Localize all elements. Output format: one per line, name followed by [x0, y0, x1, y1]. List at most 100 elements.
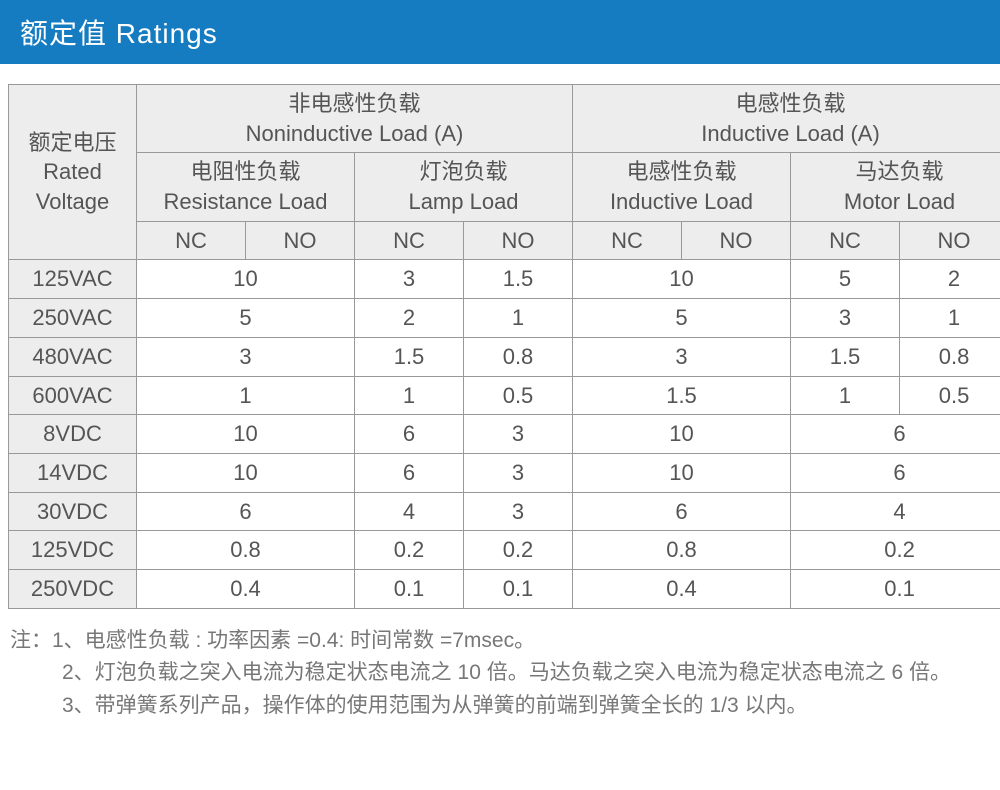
table-cell: 0.5 [900, 376, 1000, 415]
table-cell: 3 [137, 337, 355, 376]
table-cell: 1 [355, 376, 464, 415]
header-noninductive: 非电感性负载 Noninductive Load (A) [137, 85, 573, 153]
header-inductive2: 电感性负载 Inductive Load [573, 153, 791, 221]
header-no: NO [682, 221, 791, 260]
ratings-table: 额定电压 Rated Voltage 非电感性负载 Noninductive L… [8, 84, 1000, 609]
header-nc: NC [791, 221, 900, 260]
table-cell: 1 [900, 299, 1000, 338]
table-cell: 5 [791, 260, 900, 299]
header-voltage-cn: 额定电压 [28, 130, 116, 155]
table-cell: 0.2 [791, 531, 1000, 570]
header-motor: 马达负载 Motor Load [791, 153, 1000, 221]
table-cell: 0.8 [137, 531, 355, 570]
header-inductive-en: Inductive Load (A) [575, 119, 1000, 149]
table-row: 125VAC1031.51052 [9, 260, 1000, 299]
table-cell: 0.2 [355, 531, 464, 570]
header-voltage-en1: Rated [43, 159, 102, 184]
note-line-2: 2、灯泡负载之突入电流为稳定状态电流之 10 倍。马达负载之突入电流为稳定状态电… [10, 657, 990, 690]
table-row: 600VAC110.51.510.5 [9, 376, 1000, 415]
table-cell: 3 [791, 299, 900, 338]
table-cell: 0.4 [137, 569, 355, 608]
table-row: 250VDC0.40.10.10.40.1 [9, 569, 1000, 608]
voltage-cell: 125VAC [9, 260, 137, 299]
table-cell: 1.5 [573, 376, 791, 415]
table-cell: 5 [573, 299, 791, 338]
header-no: NO [246, 221, 355, 260]
table-cell: 10 [137, 453, 355, 492]
table-cell: 4 [355, 492, 464, 531]
voltage-cell: 8VDC [9, 415, 137, 454]
table-cell: 6 [355, 453, 464, 492]
table-cell: 10 [137, 415, 355, 454]
header-lamp: 灯泡负载 Lamp Load [355, 153, 573, 221]
table-cell: 0.8 [464, 337, 573, 376]
table-cell: 0.1 [791, 569, 1000, 608]
header-voltage: 额定电压 Rated Voltage [9, 85, 137, 260]
table-cell: 1 [137, 376, 355, 415]
table-cell: 6 [355, 415, 464, 454]
note-line-3: 3、带弹簧系列产品，操作体的使用范围为从弹簧的前端到弹簧全长的 1/3 以内。 [10, 690, 990, 723]
table-cell: 2 [355, 299, 464, 338]
table-row: 8VDC1063106 [9, 415, 1000, 454]
header-motor-cn: 马达负载 [793, 157, 1000, 187]
table-cell: 10 [137, 260, 355, 299]
table-cell: 6 [573, 492, 791, 531]
note-line-1: 注：1、电感性负载 : 功率因素 =0.4: 时间常数 =7msec。 [10, 625, 990, 658]
voltage-cell: 600VAC [9, 376, 137, 415]
header-motor-en: Motor Load [793, 187, 1000, 217]
table-cell: 6 [137, 492, 355, 531]
header-nc: NC [573, 221, 682, 260]
table-cell: 0.1 [464, 569, 573, 608]
header-noninductive-en: Noninductive Load (A) [139, 119, 570, 149]
voltage-cell: 250VDC [9, 569, 137, 608]
table-cell: 5 [137, 299, 355, 338]
table-row: 480VAC31.50.831.50.8 [9, 337, 1000, 376]
header-inductive2-cn: 电感性负载 [575, 157, 788, 187]
table-cell: 0.2 [464, 531, 573, 570]
header-resistance-en: Resistance Load [139, 187, 352, 217]
table-cell: 2 [900, 260, 1000, 299]
table-cell: 1.5 [355, 337, 464, 376]
table-cell: 1 [791, 376, 900, 415]
table-cell: 0.5 [464, 376, 573, 415]
table-row: 250VAC521531 [9, 299, 1000, 338]
table-row: 125VDC0.80.20.20.80.2 [9, 531, 1000, 570]
table-cell: 10 [573, 260, 791, 299]
header-noninductive-cn: 非电感性负载 [139, 89, 570, 119]
table-cell: 0.4 [573, 569, 791, 608]
table-cell: 0.8 [900, 337, 1000, 376]
header-nc: NC [137, 221, 246, 260]
header-no: NO [464, 221, 573, 260]
voltage-cell: 14VDC [9, 453, 137, 492]
table-cell: 4 [791, 492, 1000, 531]
table-cell: 3 [464, 453, 573, 492]
table-cell: 1 [464, 299, 573, 338]
header-voltage-en2: Voltage [36, 189, 109, 214]
table-row: 14VDC1063106 [9, 453, 1000, 492]
section-title: 额定值 Ratings [0, 0, 1000, 64]
table-cell: 3 [464, 492, 573, 531]
ratings-table-container: 额定电压 Rated Voltage 非电感性负载 Noninductive L… [0, 64, 1000, 613]
table-cell: 6 [791, 453, 1000, 492]
voltage-cell: 480VAC [9, 337, 137, 376]
header-no: NO [900, 221, 1000, 260]
table-cell: 1.5 [791, 337, 900, 376]
header-nc: NC [355, 221, 464, 260]
header-inductive-cn: 电感性负载 [575, 89, 1000, 119]
header-lamp-en: Lamp Load [357, 187, 570, 217]
table-cell: 10 [573, 415, 791, 454]
voltage-cell: 30VDC [9, 492, 137, 531]
header-resistance: 电阻性负载 Resistance Load [137, 153, 355, 221]
header-resistance-cn: 电阻性负载 [139, 157, 352, 187]
table-cell: 1.5 [464, 260, 573, 299]
table-cell: 0.1 [355, 569, 464, 608]
voltage-cell: 250VAC [9, 299, 137, 338]
header-inductive: 电感性负载 Inductive Load (A) [573, 85, 1000, 153]
table-cell: 10 [573, 453, 791, 492]
header-inductive2-en: Inductive Load [575, 187, 788, 217]
voltage-cell: 125VDC [9, 531, 137, 570]
table-cell: 3 [573, 337, 791, 376]
table-cell: 3 [355, 260, 464, 299]
table-row: 30VDC64364 [9, 492, 1000, 531]
notes-block: 注：1、电感性负载 : 功率因素 =0.4: 时间常数 =7msec。 2、灯泡… [0, 613, 1000, 723]
